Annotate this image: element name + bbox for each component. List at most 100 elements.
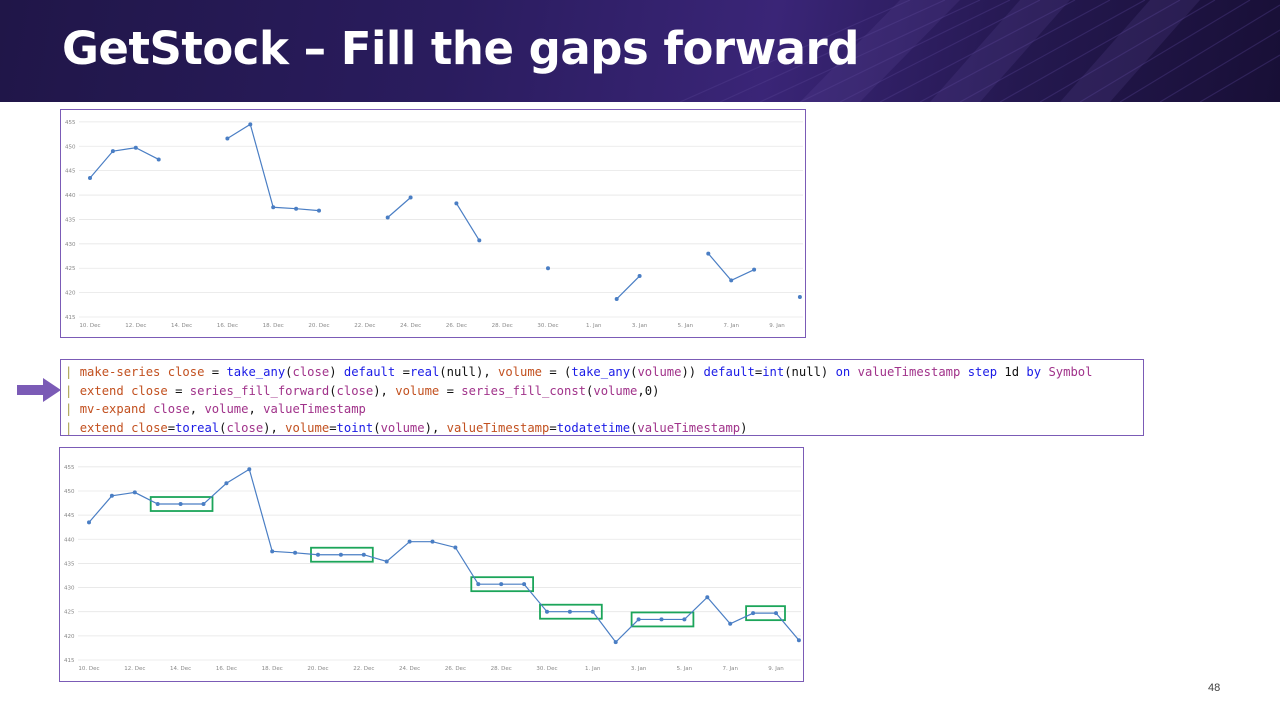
data-point — [133, 145, 138, 150]
code-token: 1d — [997, 365, 1027, 379]
code-token: mv-expand — [79, 402, 146, 417]
data-point — [224, 481, 229, 486]
x-tick-label: 7. Jan — [722, 666, 738, 672]
x-tick-label: 3. Jan — [632, 323, 648, 329]
data-point — [88, 175, 92, 180]
code-token: ) — [740, 420, 748, 435]
code-token: series_fill_forward — [189, 383, 330, 398]
x-tick-label: 1. Jan — [585, 666, 601, 672]
series-line — [89, 147, 159, 179]
code-token: valueTimestamp — [446, 420, 550, 435]
data-point — [454, 201, 459, 206]
arrow-icon — [17, 378, 61, 402]
code-token: ( — [219, 420, 227, 435]
data-point — [453, 545, 458, 550]
y-tick-label: 445 — [64, 513, 75, 519]
code-token: volume — [285, 420, 330, 435]
x-tick-label: 10. Dec — [79, 323, 100, 329]
data-point — [797, 295, 802, 299]
data-point — [430, 539, 435, 544]
code-line-3: | mv-expand close, volume, valueTimestam… — [65, 400, 1092, 419]
x-tick-label: 28. Dec — [492, 323, 513, 329]
code-token: | — [65, 383, 80, 398]
data-point — [178, 502, 183, 507]
kql-code-block: | make-series close = take_any(close) de… — [60, 359, 1144, 436]
y-tick-label: 420 — [65, 291, 76, 297]
data-point — [545, 609, 549, 614]
x-tick-label: 30. Dec — [536, 666, 557, 672]
gap-highlight-box — [539, 603, 603, 620]
code-token: close — [153, 402, 190, 417]
y-tick-label: 430 — [65, 242, 76, 248]
code-lines: | make-series close = take_any(close) de… — [65, 363, 1092, 437]
chart-after-fill: 455 450 445 440 435 430 425 420 415 10. Dec 12. De… — [59, 447, 804, 682]
series-line — [455, 203, 480, 241]
code-token: valueTimestamp — [857, 365, 961, 379]
code-token: volume — [204, 402, 249, 417]
code-token: | — [65, 365, 80, 379]
chart-before-fill: 455 450 445 440 435 430 425 420 415 10. Dec 12. De… — [60, 109, 806, 338]
code-token: volume — [395, 383, 440, 398]
x-tick-label: 20. Dec — [307, 666, 328, 672]
title-banner: GetStock – Fill the gaps forward — [0, 0, 1280, 102]
code-token: volume — [498, 365, 543, 379]
x-tick-label: 14. Dec — [170, 666, 191, 672]
data-point — [338, 552, 343, 557]
x-tick-label: 16. Dec — [217, 323, 238, 329]
y-tick-label: 450 — [64, 489, 75, 495]
code-token — [960, 365, 967, 379]
y-tick-label: 445 — [65, 169, 76, 175]
data-point — [225, 136, 230, 141]
code-token: = — [204, 365, 227, 379]
code-line-2: | extend close = series_fill_forward(clo… — [65, 382, 1092, 401]
x-tick-label: 30. Dec — [537, 323, 558, 329]
data-point — [613, 640, 618, 645]
gap-highlight-box — [745, 605, 786, 622]
data-point — [247, 467, 252, 472]
data-point — [728, 621, 733, 626]
code-token: extend — [79, 383, 124, 398]
x-tick-label: 9. Jan — [769, 323, 785, 329]
y-tick-label: 415 — [65, 315, 76, 321]
code-token: ( — [630, 420, 638, 435]
y-tick-label: 440 — [64, 537, 75, 543]
code-token: = — [167, 420, 176, 435]
data-point — [316, 552, 320, 557]
series-line — [387, 197, 411, 218]
y-tick-label: 455 — [64, 465, 75, 471]
code-token: valueTimestamp — [263, 402, 366, 417]
data-point — [796, 638, 801, 643]
y-tick-label: 420 — [64, 634, 75, 640]
data-point — [682, 617, 687, 622]
data-point — [156, 157, 161, 162]
code-token: todatetime — [556, 420, 631, 435]
data-point — [706, 251, 711, 256]
y-tick-label: 430 — [64, 586, 75, 592]
code-token: close — [131, 383, 168, 398]
x-tick-label: 24. Dec — [400, 323, 421, 329]
data-point — [201, 502, 206, 507]
x-tick-label: 28. Dec — [491, 666, 512, 672]
y-tick-label: 425 — [65, 266, 76, 272]
y-tick-label: 440 — [65, 193, 76, 199]
code-token: valueTimestamp — [637, 420, 741, 435]
code-token: = — [167, 383, 190, 398]
code-token: , — [248, 402, 264, 417]
x-tick-label: 16. Dec — [216, 666, 237, 672]
data-point — [271, 205, 276, 210]
data-point — [636, 617, 641, 622]
code-token — [124, 421, 131, 435]
x-tick-label: 22. Dec — [353, 666, 374, 672]
data-point — [522, 582, 527, 587]
x-tick-label: 18. Dec — [262, 666, 283, 672]
gap-highlight-box — [630, 611, 695, 628]
x-tick-label: 20. Dec — [308, 323, 329, 329]
code-token: real — [409, 365, 440, 379]
data-point — [477, 238, 482, 243]
code-token: step — [967, 365, 998, 379]
y-tick-label: 455 — [65, 120, 76, 126]
x-tick-label: 24. Dec — [399, 666, 420, 672]
x-tick-label: 26. Dec — [445, 666, 466, 672]
y-tick-label: 425 — [64, 610, 75, 616]
data-point — [567, 609, 572, 614]
